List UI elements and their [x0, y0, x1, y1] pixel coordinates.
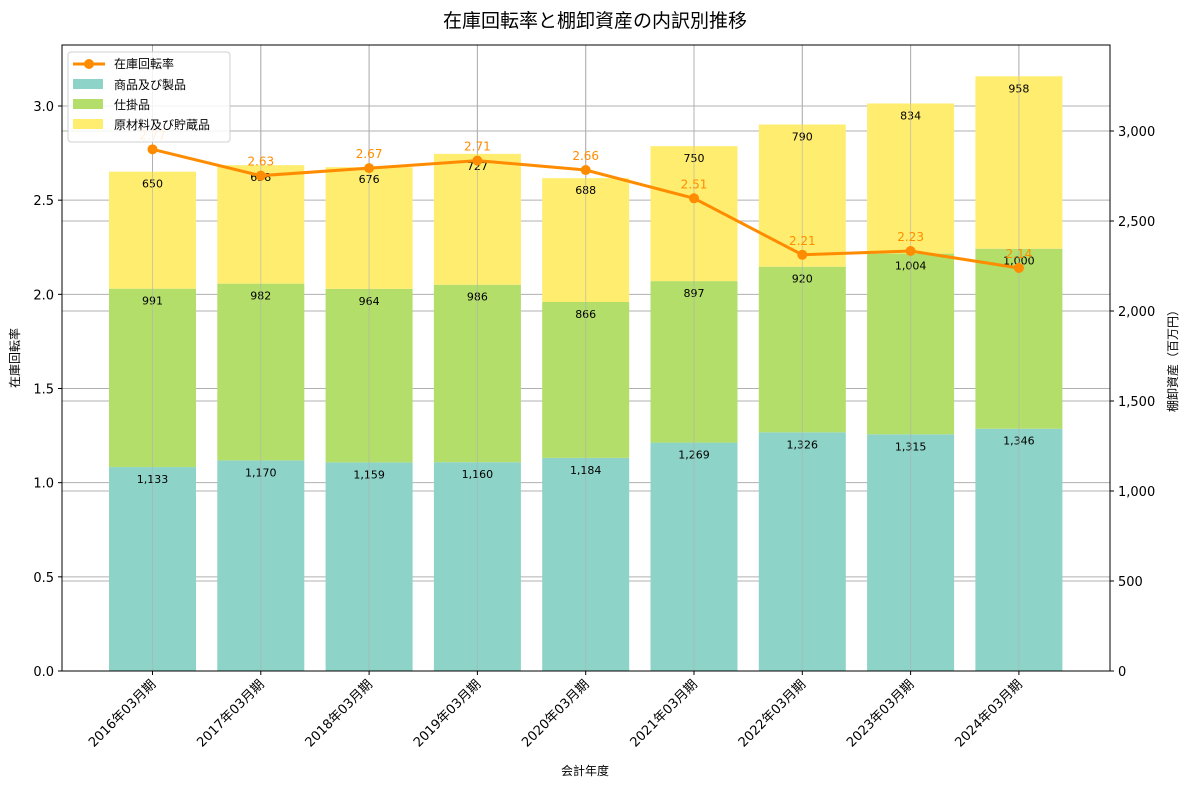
right-y-tick-label: 1,500 [1118, 395, 1155, 410]
left-y-tick-label: 3.0 [33, 100, 54, 115]
turnover-value-label: 2.14 [1006, 247, 1033, 261]
x-tick-label: 2021年03月期 [628, 677, 701, 750]
x-tick-label: 2018年03月期 [303, 677, 376, 750]
turnover-value-label: 2.23 [897, 230, 924, 244]
turnover-value-label: 2.21 [789, 234, 816, 248]
x-axis: 2016年03月期 2017年03月期 2018年03月期 2019年03月期 2020… [86, 671, 1026, 751]
right-y-tick-label: 2,000 [1118, 305, 1155, 320]
legend-item: 仕掛品 [114, 97, 150, 112]
x-tick-label: 2017年03月期 [194, 677, 267, 750]
turnover-value-label: 2.67 [356, 147, 383, 161]
legend-item: 商品及び製品 [114, 77, 186, 92]
turnover-marker [689, 193, 699, 204]
left-y-tick-label: 2.0 [33, 288, 54, 303]
right-y-tick-label: 500 [1118, 575, 1143, 590]
left-y-tick-label: 1.0 [33, 477, 54, 492]
turnover-marker [580, 165, 591, 176]
turnover-marker [1013, 262, 1024, 273]
turnover-value-label: 2.66 [572, 149, 599, 163]
turnover-marker [364, 163, 375, 174]
right-y-tick-label: 0 [1118, 665, 1126, 680]
legend-item: 在庫回転率 [114, 56, 174, 71]
turnover-marker [147, 144, 158, 155]
x-tick-label: 2020年03月期 [519, 677, 592, 750]
turnover-marker [472, 155, 483, 166]
turnover-marker [255, 170, 266, 181]
x-tick-label: 2019年03月期 [411, 677, 484, 750]
turnover-marker [797, 249, 808, 260]
left-y-axis: 0.0 0.5 1.0 1.5 2.0 2.5 3.0 [33, 100, 62, 680]
right-y-axis: 0 500 1,000 1,500 2,000 2,500 3,000 [1110, 125, 1155, 680]
right-y-tick-label: 1,000 [1118, 485, 1155, 500]
turnover-value-label: 2.71 [464, 140, 491, 154]
right-y-tick-label: 2,500 [1118, 215, 1155, 230]
right-y-tick-label: 3,000 [1118, 125, 1155, 140]
left-y-tick-label: 0.5 [33, 571, 54, 586]
turnover-marker [905, 246, 916, 257]
x-tick-label: 2023年03月期 [844, 677, 917, 750]
left-y-tick-label: 1.5 [33, 383, 54, 398]
left-y-axis-label: 在庫回転率 [7, 328, 22, 388]
left-y-tick-label: 2.5 [33, 194, 54, 209]
chart-title: 在庫回転率と棚卸資産の内訳別推移 [443, 10, 747, 32]
turnover-value-label: 2.51 [681, 177, 708, 191]
x-tick-label: 2024年03月期 [952, 677, 1025, 750]
bar-value-labels: 1,1339916501,1709826581,1599646761,16098… [137, 45, 1035, 671]
left-y-tick-label: 0.0 [33, 665, 54, 680]
turnover-value-label: 2.63 [247, 155, 274, 169]
x-tick-label: 2016年03月期 [86, 677, 159, 750]
x-axis-label: 会計年度 [561, 763, 609, 778]
legend-item: 原材料及び貯蔵品 [114, 118, 210, 132]
right-y-axis-label: 棚卸資産（百万円） [1165, 304, 1180, 412]
x-tick-label: 2022年03月期 [736, 677, 809, 750]
